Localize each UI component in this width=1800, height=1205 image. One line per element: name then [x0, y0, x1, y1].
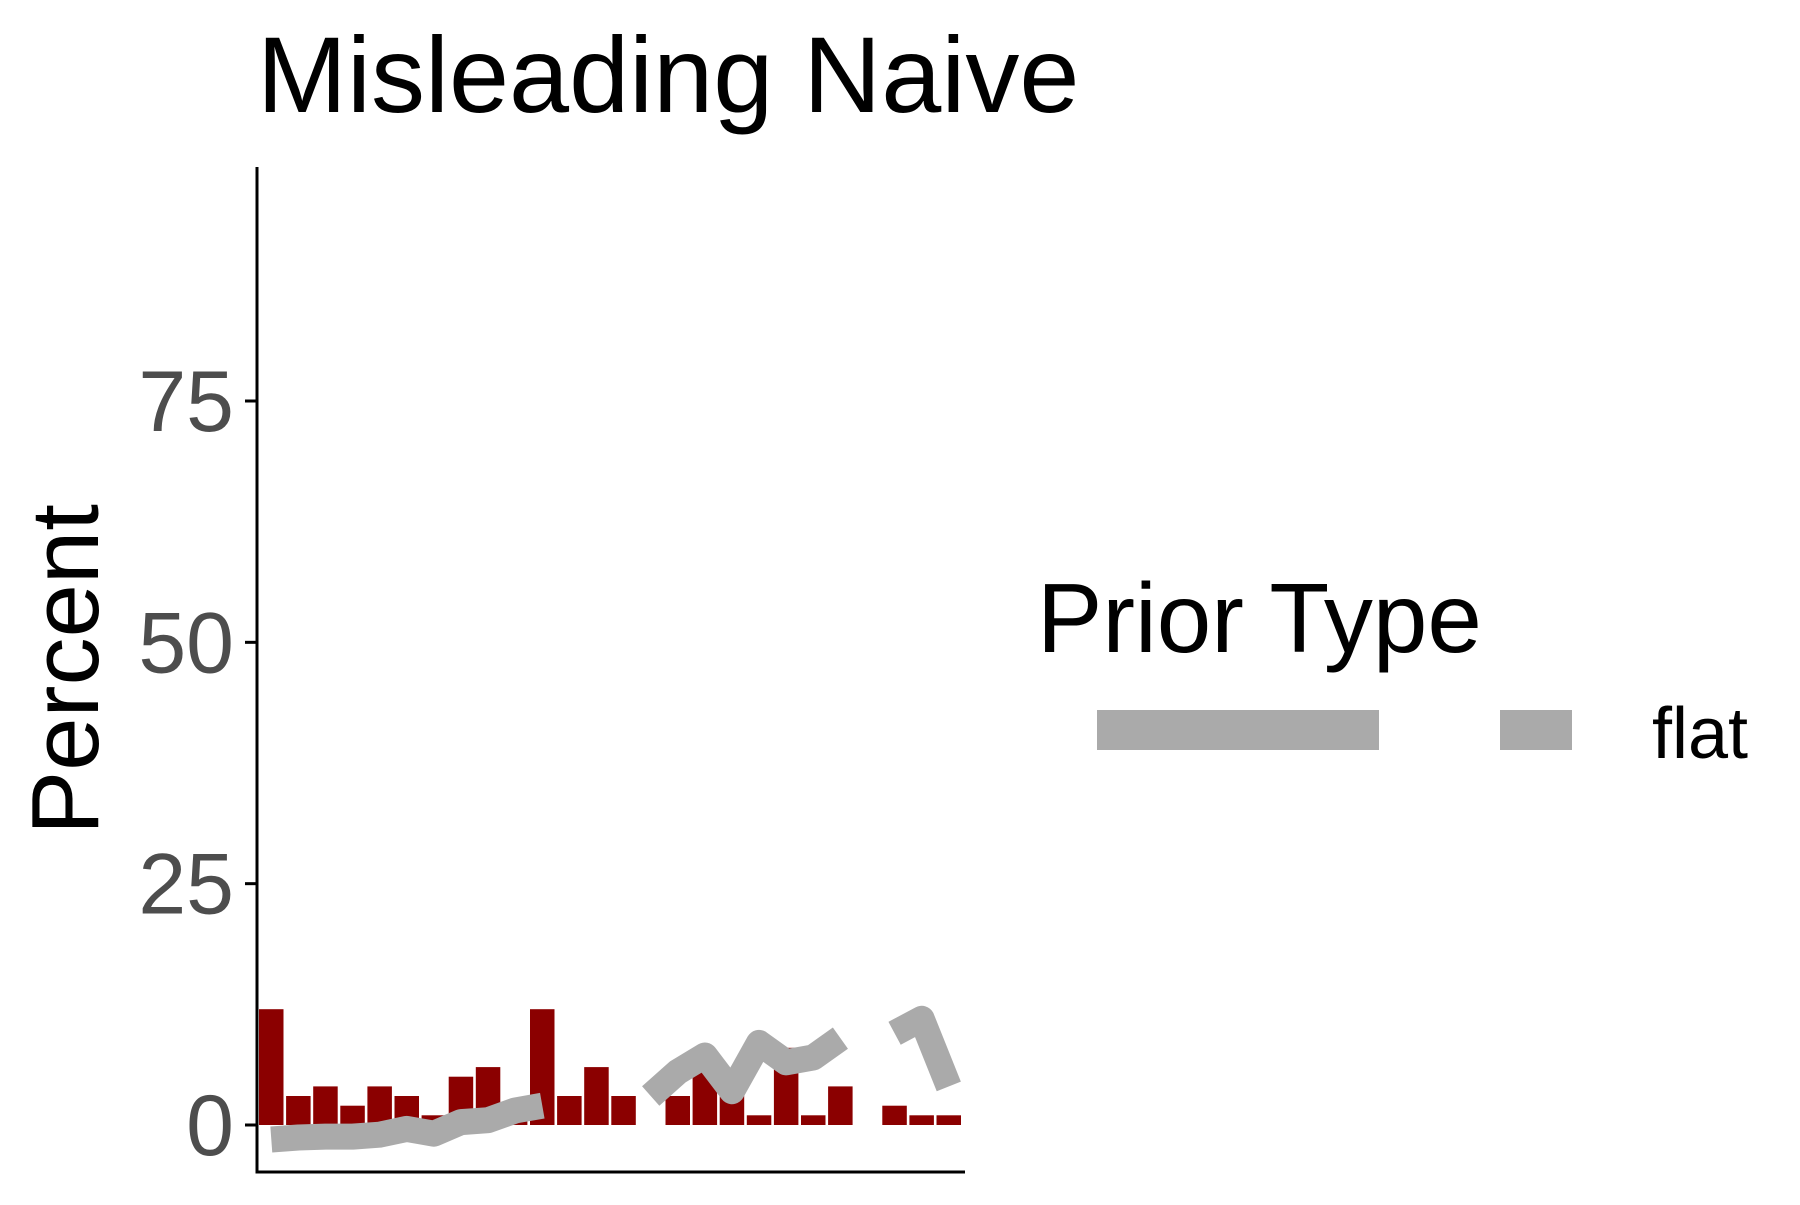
y-tick-label: 50 — [138, 595, 234, 691]
legend-title: Prior Type — [1037, 563, 1482, 673]
bar — [611, 1096, 636, 1125]
bar — [367, 1086, 392, 1125]
lines-layer — [270, 1005, 961, 1153]
bar — [665, 1096, 690, 1125]
bar — [936, 1115, 961, 1125]
bar — [557, 1096, 582, 1125]
chart-title: Misleading Naive — [257, 14, 1079, 135]
bar — [828, 1086, 853, 1125]
bar — [746, 1115, 772, 1125]
bar — [286, 1096, 311, 1125]
series-line — [888, 1005, 961, 1092]
series-line — [270, 1092, 545, 1153]
bar — [882, 1105, 907, 1125]
legend: Prior Type flat — [1037, 563, 1748, 774]
legend-entry-flat: flat — [1652, 694, 1748, 774]
legend-key-line — [1097, 710, 1379, 750]
legend-key-swatch — [1500, 710, 1572, 750]
bar — [313, 1086, 338, 1125]
bar — [909, 1115, 934, 1125]
axes-layer: 0 25 50 75 — [138, 167, 965, 1174]
bars-layer — [259, 1009, 961, 1125]
bar — [259, 1009, 284, 1125]
y-axis-label: Percent — [12, 504, 119, 835]
y-tick-label: 25 — [138, 837, 234, 933]
bar — [584, 1067, 609, 1125]
series-line — [642, 1027, 848, 1106]
y-tick-label: 75 — [138, 354, 234, 450]
bar — [801, 1115, 826, 1125]
y-tick-label: 0 — [186, 1078, 234, 1174]
bar — [340, 1105, 365, 1125]
